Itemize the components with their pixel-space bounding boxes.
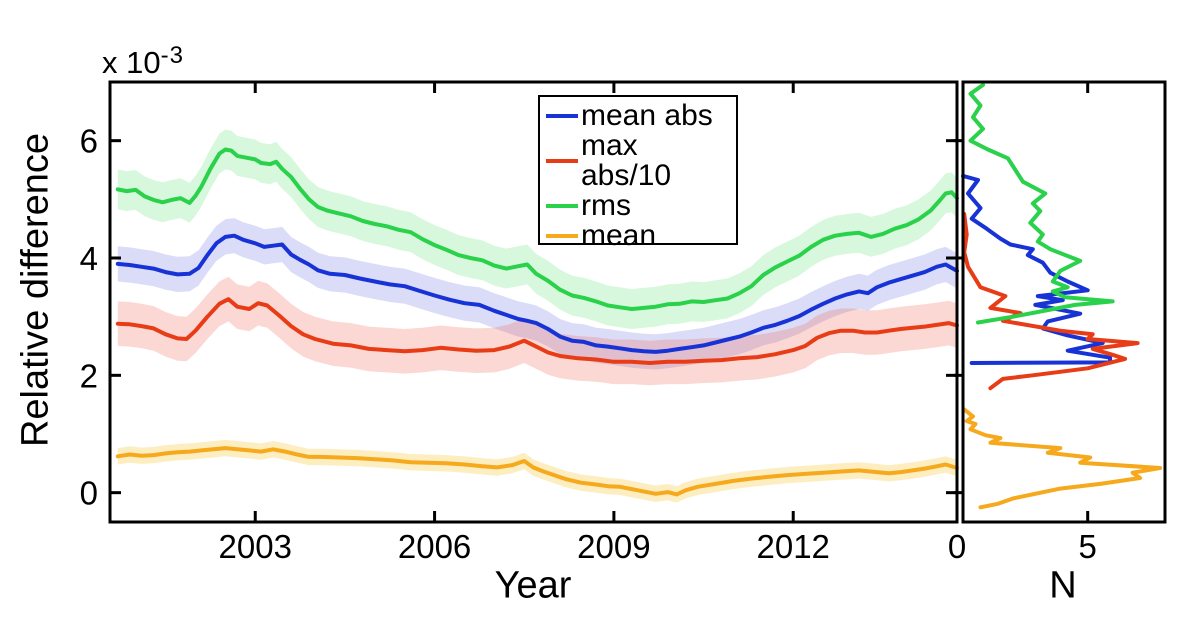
line-mean	[115, 446, 959, 497]
band-rms	[117, 129, 958, 329]
line-max-abs-10	[115, 297, 959, 365]
line-mean-abs	[115, 233, 959, 354]
y-axis-scale: x 10-3	[102, 42, 184, 81]
line-max-abs-10	[962, 212, 1140, 391]
y-scale-base: x 10	[102, 45, 161, 80]
legend: mean abs max abs/10 rms mean	[538, 95, 738, 251]
x-tick-label: 2003	[219, 528, 292, 565]
line-mean	[962, 407, 1162, 510]
axes-box	[961, 80, 1167, 524]
y-tick-label: 6	[80, 123, 98, 160]
y-axis-title: Relative difference	[14, 132, 57, 448]
n-axis-title: N	[1049, 564, 1077, 607]
legend-item-mean: mean	[546, 221, 730, 251]
legend-item-mean-abs: mean abs	[546, 101, 730, 131]
legend-line-max-abs	[546, 159, 578, 163]
main-panel: 2003 2006 2009 2012 0 2 4 6	[80, 80, 959, 565]
band-mean-abs	[117, 218, 958, 370]
legend-label-max-abs: max abs/10	[581, 129, 672, 192]
y-tick-label: 2	[80, 357, 98, 394]
legend-line-mean	[546, 234, 578, 238]
legend-item-rms: rms	[546, 191, 730, 221]
x-tick-label: 2006	[398, 528, 471, 565]
legend-label-mean: mean	[581, 219, 657, 252]
x-axis-title: Year	[494, 564, 572, 607]
y-tick-label: 4	[80, 240, 98, 277]
x-tick-label: 0	[948, 528, 966, 565]
legend-item-max-abs: max abs/10	[546, 131, 730, 191]
line-rms	[115, 147, 959, 311]
x-tick-label: 5	[1079, 528, 1097, 565]
legend-line-mean-abs	[546, 114, 578, 118]
axes-box	[108, 80, 959, 524]
line-mean-abs	[961, 173, 1113, 365]
legend-label-rms: rms	[581, 189, 631, 222]
legend-line-rms	[546, 204, 578, 208]
y-tick-label: 0	[80, 475, 98, 512]
y-scale-exponent: -3	[160, 42, 184, 69]
x-tick-label: 2012	[757, 528, 830, 565]
legend-label-mean-abs: mean abs	[581, 99, 713, 132]
x-tick-label: 2009	[577, 528, 650, 565]
line-rms	[968, 82, 1115, 325]
